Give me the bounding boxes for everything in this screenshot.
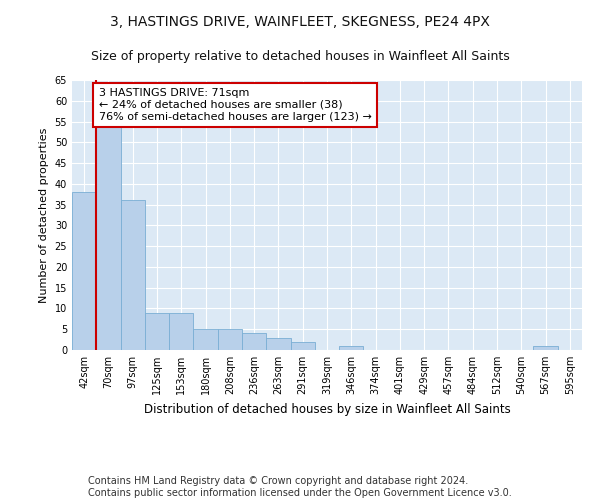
Bar xyxy=(218,329,242,350)
Text: Size of property relative to detached houses in Wainfleet All Saints: Size of property relative to detached ho… xyxy=(91,50,509,63)
Bar xyxy=(145,312,169,350)
Bar xyxy=(121,200,145,350)
Bar xyxy=(266,338,290,350)
Bar xyxy=(290,342,315,350)
Bar xyxy=(533,346,558,350)
Bar xyxy=(169,312,193,350)
Bar xyxy=(242,334,266,350)
Bar xyxy=(193,329,218,350)
Text: 3, HASTINGS DRIVE, WAINFLEET, SKEGNESS, PE24 4PX: 3, HASTINGS DRIVE, WAINFLEET, SKEGNESS, … xyxy=(110,15,490,29)
X-axis label: Distribution of detached houses by size in Wainfleet All Saints: Distribution of detached houses by size … xyxy=(143,402,511,415)
Bar xyxy=(339,346,364,350)
Text: Contains HM Land Registry data © Crown copyright and database right 2024.
Contai: Contains HM Land Registry data © Crown c… xyxy=(88,476,512,498)
Text: 3 HASTINGS DRIVE: 71sqm
← 24% of detached houses are smaller (38)
76% of semi-de: 3 HASTINGS DRIVE: 71sqm ← 24% of detache… xyxy=(99,88,371,122)
Bar xyxy=(72,192,96,350)
Y-axis label: Number of detached properties: Number of detached properties xyxy=(39,128,49,302)
Bar xyxy=(96,126,121,350)
